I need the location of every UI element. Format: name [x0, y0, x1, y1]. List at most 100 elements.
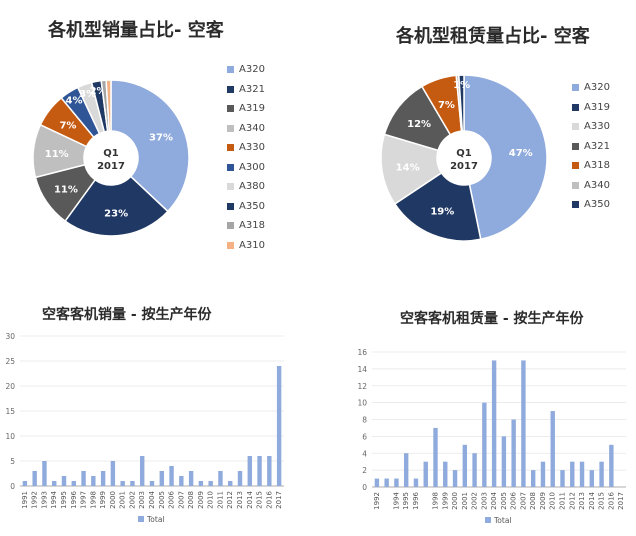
bar-1995 — [61, 476, 67, 486]
legend-item: A318 — [227, 216, 265, 236]
legend-item: A350 — [227, 197, 265, 217]
legend-item: A319 — [227, 99, 265, 119]
x-tick-label: 2008 — [529, 492, 537, 510]
legend-item: A310 — [227, 236, 265, 256]
legend-item: A321 — [572, 137, 610, 157]
pie-slice-A320 — [110, 79, 190, 213]
data-label: 19% — [430, 207, 454, 218]
legend-swatch — [227, 202, 234, 210]
bar-2005 — [501, 436, 507, 487]
legend-swatch — [227, 66, 234, 74]
pie-slice-A310 — [105, 79, 112, 132]
x-tick-label: 2000 — [109, 491, 117, 509]
y-tick-label: 10 — [357, 399, 367, 408]
bar-chart-sales-by-year: 空客客机销量 - 按生产年份 0 5 10 15 20 25 30 1991 1992 1993 1… — [0, 300, 318, 536]
bar-2002 — [472, 453, 477, 487]
bar-2005 — [159, 471, 164, 486]
bar-2003 — [140, 456, 145, 486]
bar-2001 — [462, 444, 468, 487]
bar-2009 — [198, 481, 204, 486]
y-tick-label: 25 — [5, 357, 15, 366]
data-label: 3% — [79, 89, 96, 100]
x-tick-label: 2003 — [138, 491, 146, 509]
y-tick-label: 10 — [5, 432, 15, 441]
x-tick-label: 2001 — [119, 491, 127, 509]
bar-2008 — [188, 471, 194, 486]
y-tick-label: 15 — [5, 407, 15, 416]
x-tick-label: 2007 — [177, 491, 185, 509]
legend-swatch — [572, 201, 579, 209]
pie-slice-A320 — [463, 74, 548, 241]
legend-label: A320 — [239, 64, 265, 76]
bar-2011 — [560, 470, 565, 487]
x-tick-label: 2010 — [207, 491, 215, 509]
x-tick-label: 2005 — [500, 492, 508, 510]
pie-slice-A321 — [64, 175, 169, 237]
legend-label: A340 — [239, 122, 265, 134]
y-tick-label: 30 — [5, 332, 15, 341]
bar-2001 — [120, 481, 125, 486]
bar-2009 — [540, 461, 546, 487]
bar-2012 — [228, 481, 233, 486]
legend-label: A310 — [239, 239, 265, 251]
legend-item: A320 — [227, 60, 265, 80]
bar-2015 — [599, 461, 604, 487]
legend-item: A340 — [227, 119, 265, 139]
legend-label: A350 — [239, 200, 265, 212]
legend-item: A319 — [572, 98, 610, 118]
x-tick-label: 1992 — [31, 491, 39, 509]
x-tick-label: 2009 — [197, 491, 205, 509]
x-tick-label: 1999 — [441, 492, 449, 510]
x-tick-label: 2004 — [148, 490, 156, 508]
legend-label: A321 — [584, 140, 610, 152]
bar-2007 — [179, 476, 184, 486]
bar-2006 — [169, 466, 174, 486]
bar-1998 — [433, 427, 438, 487]
x-tick-label: 2011 — [216, 491, 224, 509]
pie-svg: 47% 19% 14% 12% 7% 1% Q1 2017 — [380, 74, 548, 242]
legend-swatch — [572, 142, 579, 150]
legend-item: A340 — [572, 176, 610, 196]
x-tick-label: 1995 — [60, 491, 68, 509]
legend-swatch — [572, 103, 579, 111]
legend-swatch — [138, 516, 144, 522]
legend-item: A350 — [572, 195, 610, 215]
legend-label: A318 — [239, 220, 265, 232]
bar-1994 — [52, 481, 57, 486]
legend-swatch — [227, 85, 234, 93]
x-tick-label: 1994 — [392, 491, 400, 509]
data-label: 7% — [438, 100, 455, 111]
legend: A320 A319 A330 A321 A318 A340 A350 — [572, 78, 610, 215]
bar-2004 — [491, 360, 497, 487]
bar-2007 — [521, 360, 526, 487]
data-label: 47% — [509, 148, 533, 159]
chart-title: 各机型销量占比- 空客 — [48, 20, 224, 41]
bar-1996 — [71, 481, 76, 486]
legend-label: A380 — [239, 181, 265, 193]
x-tick-label: 2011 — [559, 492, 567, 510]
bar-2014 — [589, 470, 595, 487]
x-tick-label: 2013 — [578, 492, 586, 510]
bar-1994 — [394, 478, 399, 487]
legend-swatch — [572, 84, 579, 92]
bar-2013 — [579, 461, 585, 487]
bar-1997 — [423, 461, 428, 487]
bar-1991 — [22, 481, 28, 486]
legend-swatch — [572, 162, 579, 170]
bar-1995 — [403, 453, 409, 487]
legend-label: A350 — [584, 199, 610, 211]
data-label: 11% — [45, 149, 69, 160]
legend-item: A330 — [227, 138, 265, 158]
bar-1999 — [100, 471, 106, 486]
x-tick-label: 2003 — [480, 492, 488, 510]
legend-label: A319 — [584, 101, 610, 113]
legend-swatch — [227, 144, 234, 152]
legend-swatch — [227, 105, 234, 113]
legend-swatch — [227, 163, 234, 171]
legend-swatch — [227, 222, 234, 230]
x-tick-label: 1991 — [21, 491, 29, 509]
bar-2015 — [257, 456, 262, 486]
x-tick-label: 2001 — [461, 492, 469, 510]
x-tick-label: 2017 — [275, 491, 283, 509]
